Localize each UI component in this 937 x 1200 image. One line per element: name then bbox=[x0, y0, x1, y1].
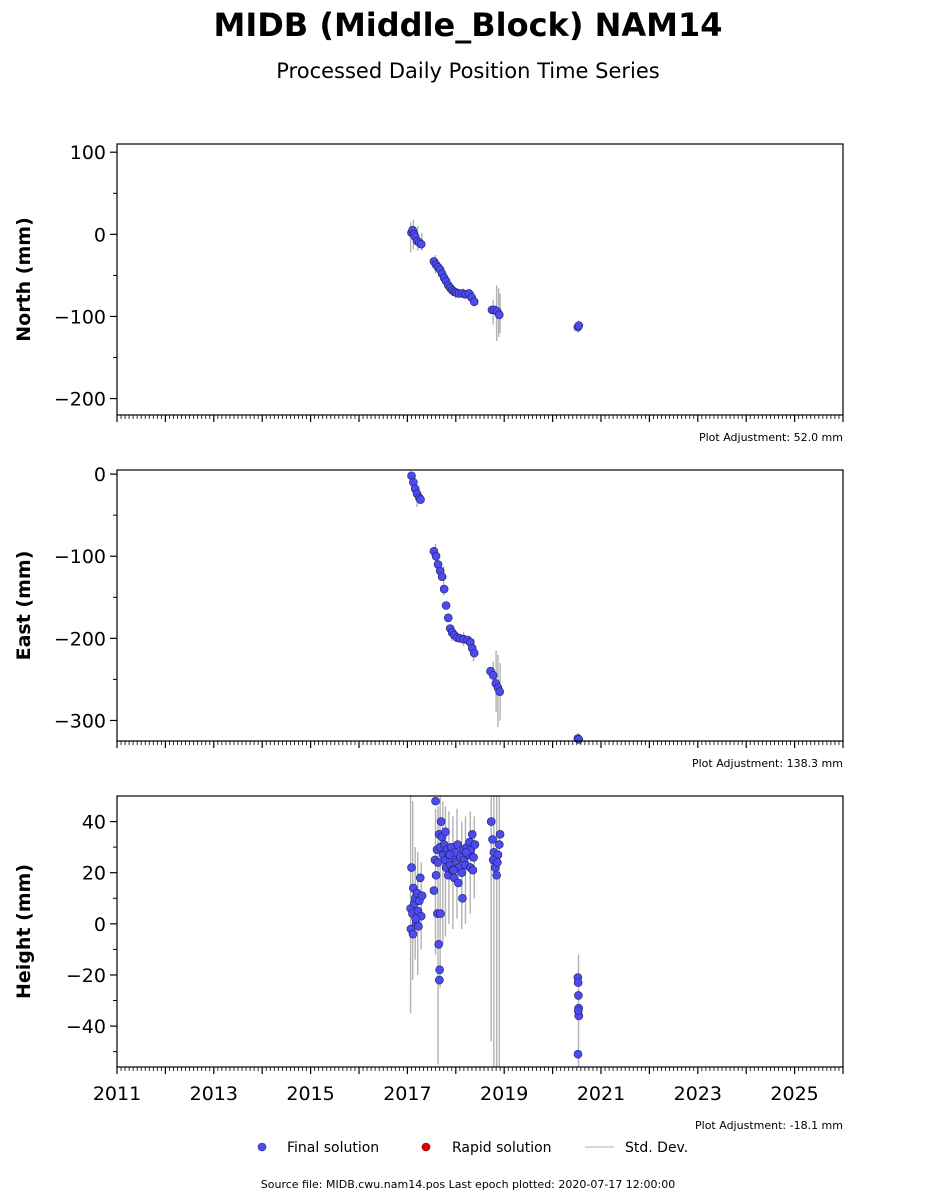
height-point bbox=[461, 847, 471, 857]
height-point bbox=[414, 922, 423, 931]
height-point bbox=[431, 870, 441, 880]
north-ylabel: North (mm) bbox=[13, 217, 35, 342]
height-point bbox=[454, 878, 463, 888]
north-point bbox=[494, 310, 504, 320]
height-point bbox=[435, 975, 444, 985]
height-xtick-label: 2013 bbox=[190, 1083, 238, 1105]
east-ytick-label: −300 bbox=[54, 710, 106, 732]
height-point bbox=[449, 865, 458, 875]
height-ytick-label: −40 bbox=[66, 1016, 106, 1038]
height-point bbox=[417, 891, 427, 901]
height-point bbox=[494, 840, 504, 849]
east-ylabel: East (mm) bbox=[13, 551, 35, 661]
height-point bbox=[574, 991, 583, 1000]
east-ytick-label: −100 bbox=[54, 546, 106, 568]
height-ylabel: Height (mm) bbox=[13, 864, 35, 999]
east-point bbox=[495, 687, 504, 697]
height-point bbox=[415, 873, 425, 883]
height-xtick-label: 2011 bbox=[93, 1083, 141, 1105]
height-xtick-label: 2017 bbox=[383, 1083, 431, 1105]
north-point bbox=[574, 321, 584, 330]
figure-subtitle: Processed Daily Position Time Series bbox=[276, 59, 660, 83]
legend-final-marker bbox=[257, 1142, 267, 1152]
north-ytick-label: 100 bbox=[70, 142, 106, 164]
height-ytick-label: 0 bbox=[94, 914, 106, 936]
height-point bbox=[495, 830, 505, 839]
height-xtick-label: 2021 bbox=[577, 1083, 625, 1105]
height-adjustment-label: Plot Adjustment: -18.1 mm bbox=[695, 1119, 843, 1132]
height-point bbox=[445, 850, 454, 860]
figure-title: MIDB (Middle_Block) NAM14 bbox=[213, 6, 722, 44]
legend-std-label: Std. Dev. bbox=[625, 1140, 688, 1156]
east-ytick-label: −200 bbox=[54, 628, 106, 650]
height-point bbox=[493, 858, 502, 867]
height-xtick-label: 2019 bbox=[480, 1083, 528, 1105]
north-panel: 100 0 −100 −200 North (mm) Plot Adjustment: 5… bbox=[13, 142, 844, 444]
height-point bbox=[458, 893, 467, 903]
east-axes-frame bbox=[116, 469, 844, 742]
height-point bbox=[408, 929, 418, 939]
north-ytick-label: −200 bbox=[54, 389, 106, 411]
east-point bbox=[416, 495, 425, 504]
east-point bbox=[439, 584, 449, 594]
height-point bbox=[573, 1049, 583, 1059]
height-point bbox=[436, 909, 445, 918]
height-point bbox=[486, 817, 496, 826]
north-axes-frame bbox=[116, 143, 844, 416]
north-ytick-label: −100 bbox=[54, 306, 106, 328]
height-point bbox=[441, 827, 450, 837]
legend-rapid-label: Rapid solution bbox=[452, 1140, 552, 1156]
east-adjustment-label: Plot Adjustment: 138.3 mm bbox=[692, 757, 843, 770]
height-point bbox=[411, 914, 421, 924]
height-point bbox=[488, 835, 497, 844]
east-panel: 0 −100 −200 −300 East (mm) Plot Adjustment: 1… bbox=[13, 464, 844, 770]
north-ytick-label: 0 bbox=[94, 224, 106, 246]
east-point bbox=[574, 735, 584, 744]
north-adjustment-label: Plot Adjustment: 52.0 mm bbox=[699, 431, 843, 444]
height-point bbox=[436, 817, 446, 826]
height-xtick-label: 2015 bbox=[286, 1083, 334, 1105]
north-point bbox=[416, 239, 426, 249]
height-ytick-label: −20 bbox=[66, 965, 106, 987]
height-point bbox=[407, 863, 416, 872]
height-ytick-label: 20 bbox=[82, 863, 106, 885]
legend: Final solution Rapid solution Std. Dev. bbox=[257, 1140, 688, 1156]
legend-rapid-marker bbox=[421, 1142, 431, 1152]
height-point bbox=[468, 865, 478, 875]
height-point bbox=[429, 886, 439, 895]
height-point bbox=[431, 796, 440, 806]
height-point bbox=[434, 939, 443, 949]
height-xtick-label: 2023 bbox=[674, 1083, 722, 1105]
east-point bbox=[488, 671, 498, 680]
height-point bbox=[573, 978, 583, 987]
east-point bbox=[469, 648, 479, 658]
legend-final-label: Final solution bbox=[287, 1140, 379, 1156]
east-point bbox=[441, 601, 451, 610]
north-point bbox=[469, 297, 479, 306]
height-point bbox=[469, 853, 478, 862]
height-axes-frame bbox=[116, 795, 844, 1068]
height-point bbox=[453, 840, 462, 849]
height-point bbox=[435, 965, 444, 975]
height-point bbox=[573, 1006, 583, 1016]
east-point bbox=[443, 613, 453, 623]
height-point bbox=[467, 830, 477, 839]
height-panel: 40 20 0 −20 −40 2011 2013 2015 2017 2019 2021 2023 2… bbox=[13, 795, 844, 1132]
height-point bbox=[457, 868, 467, 877]
height-point bbox=[470, 840, 480, 849]
east-point bbox=[431, 551, 441, 561]
height-ytick-label: 40 bbox=[82, 812, 106, 834]
height-point bbox=[492, 870, 501, 880]
east-point bbox=[437, 572, 447, 582]
source-note: Source file: MIDB.cwu.nam14.pos Last epo… bbox=[261, 1178, 675, 1191]
height-xtick-label: 2025 bbox=[770, 1083, 818, 1105]
east-ytick-label: 0 bbox=[94, 464, 106, 486]
